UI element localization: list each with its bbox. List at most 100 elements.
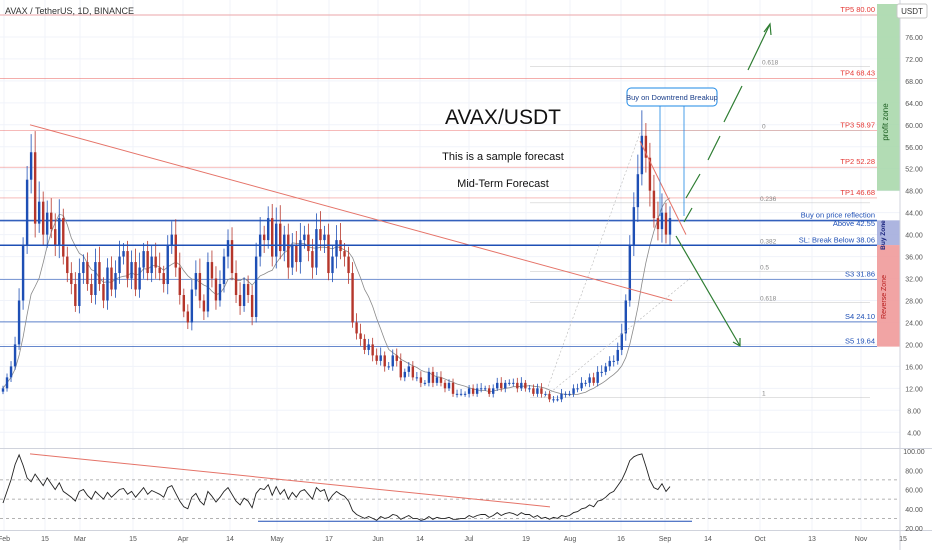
candle-body xyxy=(596,371,599,383)
candle-body xyxy=(419,377,423,383)
candle-body xyxy=(463,393,467,395)
candle-body xyxy=(636,174,640,208)
level-label: TP3 58.97 xyxy=(840,120,875,129)
short-downtrend-line xyxy=(639,141,687,235)
candle-body xyxy=(66,256,69,274)
price-tick-label: 64.00 xyxy=(905,101,923,108)
candle-body xyxy=(178,267,182,296)
candle-body xyxy=(407,366,411,372)
time-tick-label: Mar xyxy=(74,536,87,543)
reverse-zone xyxy=(877,245,900,347)
candle-body xyxy=(479,388,483,390)
candle-body xyxy=(455,393,459,395)
candle-body xyxy=(331,256,334,274)
candle-body xyxy=(126,251,129,279)
candle-body xyxy=(375,355,378,361)
candle-body xyxy=(1,388,5,392)
candle-body xyxy=(624,300,628,334)
level-label: S5 19.64 xyxy=(845,336,875,345)
candle-body xyxy=(238,295,242,306)
candle-body xyxy=(9,366,13,378)
candle-body xyxy=(403,371,407,378)
candle-body xyxy=(234,273,238,296)
osc-tick-label: 20.00 xyxy=(905,526,923,533)
candle-body xyxy=(443,382,447,389)
candle-body xyxy=(29,152,33,180)
candle-body xyxy=(154,256,157,268)
candle-body xyxy=(435,377,439,383)
candle-body xyxy=(604,366,607,372)
candle-body xyxy=(576,388,579,390)
candle-body xyxy=(146,251,149,274)
candle-body xyxy=(560,393,563,400)
candle-body xyxy=(447,382,451,389)
currency-badge-box[interactable] xyxy=(896,3,928,19)
candle-body xyxy=(387,366,390,368)
candle-body xyxy=(343,251,346,257)
candle-body xyxy=(451,382,455,394)
candle-body xyxy=(230,240,234,274)
candle-body xyxy=(656,218,660,230)
fib-label: 0 xyxy=(762,123,766,130)
candle-body xyxy=(78,273,81,306)
candle-body xyxy=(644,135,648,158)
candle-body xyxy=(395,355,398,361)
candle-body xyxy=(50,212,53,230)
candle-body xyxy=(250,295,254,317)
uptrend-forecast-arrow xyxy=(683,23,771,223)
price-tick-label: 72.00 xyxy=(905,57,923,64)
candle-body xyxy=(363,338,366,350)
price-tick-label: 48.00 xyxy=(905,189,923,196)
price-tick-label: 68.00 xyxy=(905,79,923,86)
candle-body xyxy=(13,344,17,367)
candle-body xyxy=(90,284,93,296)
time-tick-label: Apr xyxy=(178,536,190,543)
price-tick-label: 52.00 xyxy=(905,167,923,174)
candle-body xyxy=(640,135,644,175)
candle-body xyxy=(327,234,330,274)
candle-body xyxy=(242,284,246,306)
level-label: TP5 80.00 xyxy=(840,5,875,14)
level-label: S3 31.86 xyxy=(845,269,875,278)
candle-body xyxy=(379,355,382,361)
candle-body xyxy=(612,360,615,362)
candle-body xyxy=(487,388,491,394)
level-label: TP2 52.28 xyxy=(840,157,875,166)
candle-body xyxy=(467,388,471,394)
candle-body xyxy=(62,218,65,257)
candle-body xyxy=(475,388,479,394)
time-tick-label: 13 xyxy=(808,536,816,543)
candle-body xyxy=(54,229,57,246)
chart-subtitle: This is a sample forecast xyxy=(442,151,564,163)
downtrend-arrowhead xyxy=(732,338,741,348)
candle-body xyxy=(182,295,186,312)
candle-body xyxy=(568,393,571,395)
candle-body xyxy=(226,240,230,257)
candle-body xyxy=(319,229,322,241)
profit-zone xyxy=(877,4,900,191)
candle-body xyxy=(106,267,109,301)
candle-body xyxy=(287,234,290,268)
candle-body xyxy=(471,388,475,394)
fib-label: 0.236 xyxy=(760,196,777,203)
candle-body xyxy=(17,300,21,345)
candle-body xyxy=(572,388,575,394)
candle-body xyxy=(86,262,89,285)
candle-body xyxy=(150,256,153,274)
candle-body xyxy=(532,388,535,394)
level-label: SL: Break Below 38.06 xyxy=(799,235,875,244)
candle-body xyxy=(592,377,595,383)
candle-body xyxy=(512,382,515,384)
time-tick-label: Oct xyxy=(755,536,766,543)
candle-body xyxy=(98,262,101,285)
time-tick-label: Nov xyxy=(855,536,868,543)
time-tick-label: 14 xyxy=(416,536,424,543)
candle-body xyxy=(608,360,611,367)
candle-body xyxy=(660,212,664,230)
level-label: TP4 68.43 xyxy=(840,69,875,78)
candle-body xyxy=(431,371,435,383)
candle-body xyxy=(556,399,559,401)
time-tick-label: 15 xyxy=(129,536,137,543)
candle-body xyxy=(283,234,286,252)
